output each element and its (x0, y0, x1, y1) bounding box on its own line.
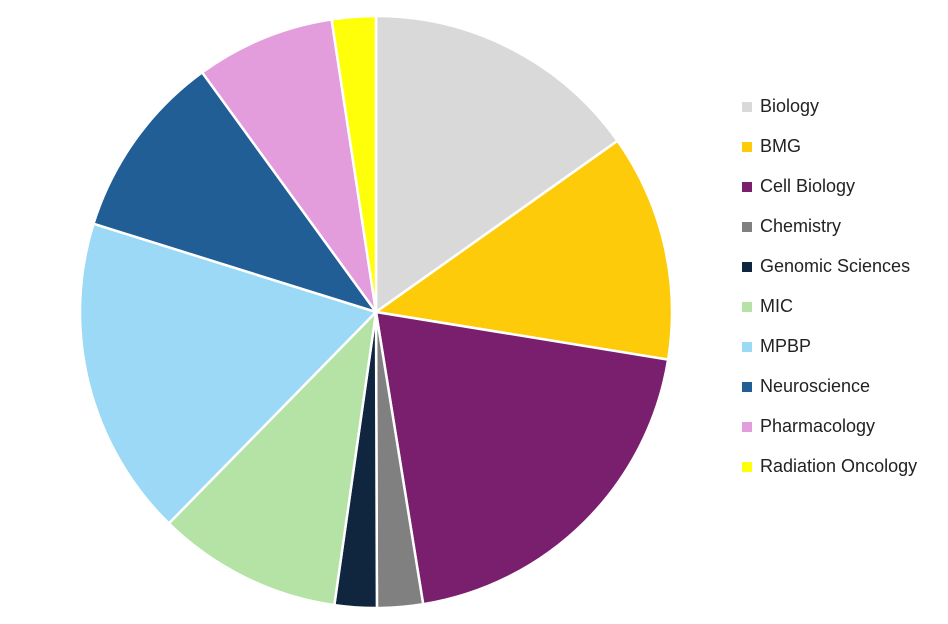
legend-label: Neuroscience (760, 376, 870, 396)
legend-label: BMG (760, 136, 801, 156)
legend-swatch (742, 222, 752, 232)
legend-swatch (742, 142, 752, 152)
pie-slice (374, 14, 619, 314)
legend-swatch (742, 462, 752, 472)
pie-slice (200, 18, 378, 314)
legend-swatch (742, 102, 752, 112)
legend-label: Chemistry (760, 216, 841, 236)
legend-swatch (742, 342, 752, 352)
legend-swatch (742, 182, 752, 192)
legend-swatch (742, 302, 752, 312)
pie-slice (330, 14, 378, 314)
legend-label: MPBP (760, 336, 811, 356)
legend-swatch (742, 382, 752, 392)
legend-label: Genomic Sciences (760, 256, 910, 276)
pie-slice (374, 310, 670, 606)
legend-swatch (742, 262, 752, 272)
legend-label: Radiation Oncology (760, 456, 917, 476)
pie-slice (78, 222, 378, 525)
pie-slice (92, 71, 378, 314)
legend-label: Cell Biology (760, 176, 855, 196)
legend-label: Pharmacology (760, 416, 875, 436)
pie-slice (374, 139, 674, 361)
pie-slice (167, 310, 378, 607)
legend-label: MIC (760, 296, 793, 316)
legend-label: Biology (760, 96, 819, 116)
legend-swatch (742, 422, 752, 432)
